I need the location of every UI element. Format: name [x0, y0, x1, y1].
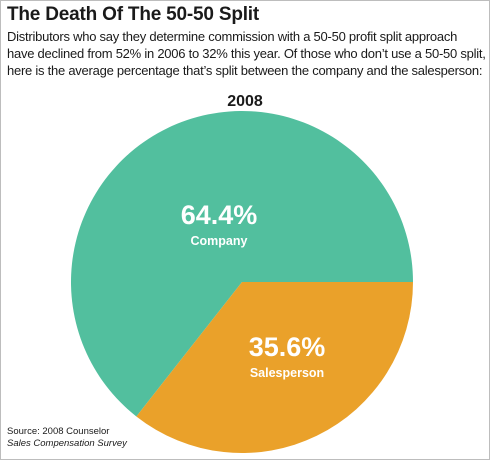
pie-slice-salesperson	[136, 282, 413, 454]
source-line-2: Sales Compensation Survey	[7, 438, 127, 449]
page-subtitle: Distributors who say they determine comm…	[7, 29, 486, 78]
chart-title: 2008	[227, 93, 263, 110]
slice-category-label: Company	[191, 234, 248, 248]
page-title: The Death Of The 50-50 Split	[7, 4, 260, 25]
slice-category-label: Salesperson	[250, 366, 324, 380]
source-note: Source: 2008 Counselor Sales Compensatio…	[7, 426, 127, 450]
slice-value-label: 64.4%	[181, 200, 258, 230]
pie-labels: 64.4% Company 35.6% Salesperson	[181, 200, 326, 380]
pie-slices	[70, 111, 413, 454]
pie-slice-company	[70, 111, 413, 417]
source-line-1: Source: 2008 Counselor	[7, 426, 110, 437]
slice-value-label: 35.6%	[249, 332, 326, 362]
